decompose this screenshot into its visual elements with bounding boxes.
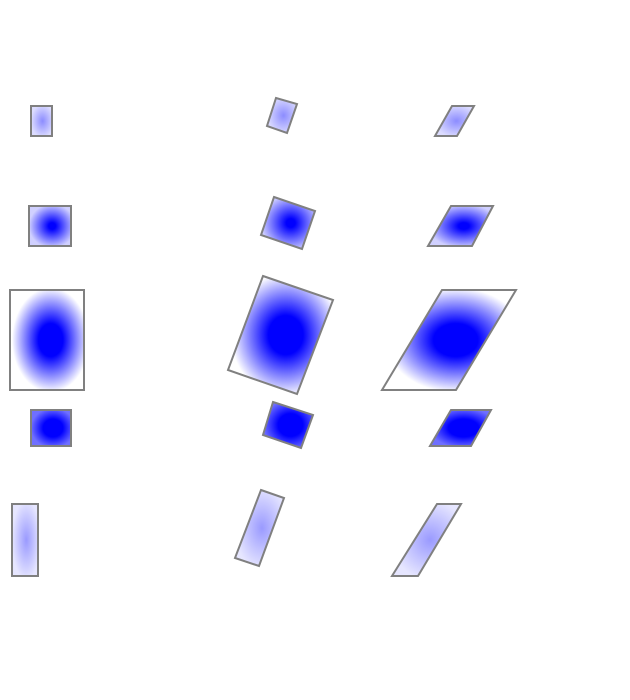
gradient-shape-row4-rotated: [261, 400, 315, 450]
gradient-shape-row1-skewed: [433, 105, 476, 137]
gradient-shape-row3-rotated: [226, 274, 335, 396]
gradient-shape-row2-skewed: [426, 205, 495, 247]
gradient-shape-row3-skewed: [380, 289, 518, 391]
gradient-shape-row2-plain: [28, 205, 72, 247]
gradient-shape-row4-skewed: [428, 409, 493, 447]
gradient-shape-row5-rotated: [233, 488, 286, 568]
gradient-shape-row2-rotated: [259, 195, 317, 251]
gradient-shape-row3-plain: [9, 289, 85, 391]
gradient-shape-row1-plain: [30, 105, 53, 137]
gradient-shape-row1-rotated: [265, 96, 299, 135]
gradient-shape-row4-plain: [30, 409, 72, 447]
gradient-shape-row5-plain: [11, 503, 39, 577]
gradient-shape-row5-skewed: [390, 503, 463, 577]
